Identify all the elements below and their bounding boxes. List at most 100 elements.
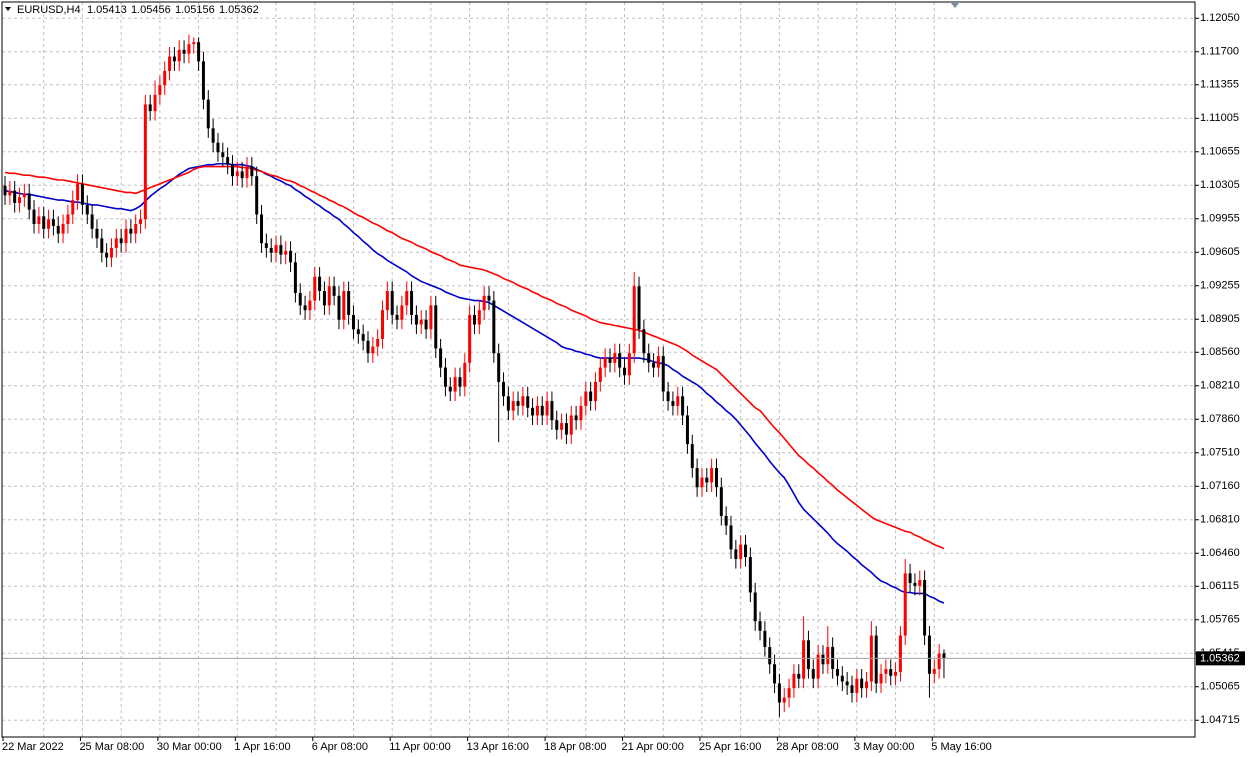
candle-body bbox=[51, 219, 55, 226]
candle-body bbox=[724, 515, 728, 526]
y-tick-label: 1.09605 bbox=[1200, 246, 1240, 258]
x-tick-label: 1 Apr 16:00 bbox=[234, 741, 290, 753]
candle-body bbox=[593, 381, 597, 402]
candle-body bbox=[540, 405, 544, 416]
candle-body bbox=[714, 468, 718, 488]
y-tick-label: 1.09255 bbox=[1200, 280, 1240, 292]
candle-body bbox=[695, 468, 699, 488]
candle-body bbox=[850, 685, 854, 693]
candle-body bbox=[845, 681, 849, 686]
candle-body bbox=[211, 128, 215, 143]
candle-body bbox=[734, 549, 738, 559]
candle-body bbox=[448, 386, 452, 392]
candle-body bbox=[390, 291, 394, 315]
y-tick-label: 1.10305 bbox=[1200, 179, 1240, 191]
candle-body bbox=[400, 305, 404, 320]
candle-body bbox=[8, 190, 12, 196]
y-tick-label: 1.06810 bbox=[1200, 514, 1240, 526]
candle-body bbox=[526, 396, 530, 408]
chart-title: EURUSD,H4 bbox=[17, 4, 81, 16]
candle-body bbox=[521, 396, 525, 406]
candle-body bbox=[840, 675, 844, 682]
candle-body bbox=[109, 247, 113, 258]
candle-body bbox=[681, 396, 685, 416]
candle-body bbox=[105, 252, 109, 258]
x-tick-label: 3 May 00:00 bbox=[854, 741, 915, 753]
candle-body bbox=[289, 250, 293, 263]
candle-body bbox=[623, 367, 627, 376]
candle-body bbox=[13, 190, 17, 203]
y-tick-label: 1.04715 bbox=[1200, 714, 1240, 726]
candle-body bbox=[550, 401, 554, 421]
candle-body bbox=[918, 580, 922, 586]
y-tick-label: 1.09955 bbox=[1200, 213, 1240, 225]
candle-body bbox=[80, 183, 84, 205]
candle-body bbox=[22, 193, 26, 198]
y-tick-label: 1.11700 bbox=[1200, 46, 1239, 58]
candle-body bbox=[472, 314, 476, 325]
candle-body bbox=[637, 286, 641, 330]
close-value: 1.05362 bbox=[219, 4, 259, 16]
candle-body bbox=[414, 314, 418, 325]
candle-body bbox=[361, 334, 365, 341]
candle-body bbox=[913, 582, 917, 586]
moving-average-line bbox=[4, 165, 945, 550]
candle-body bbox=[269, 247, 273, 253]
candle-body bbox=[603, 358, 607, 368]
axes: 1.12050 1.11700 1.11355 1.11005 1.10655 1.103… bbox=[2, 12, 1245, 753]
y-tick-label: 1.11355 bbox=[1200, 79, 1239, 91]
candle-body bbox=[429, 305, 433, 330]
candle-body bbox=[903, 573, 907, 636]
candle-body bbox=[618, 353, 622, 368]
candle-body bbox=[942, 653, 946, 659]
candle-body bbox=[511, 401, 515, 411]
candle-body bbox=[865, 681, 869, 689]
candle-body bbox=[574, 415, 578, 421]
candle-body bbox=[71, 200, 75, 215]
candle-body bbox=[351, 314, 355, 330]
candle-body bbox=[197, 42, 201, 62]
candle-body bbox=[332, 286, 336, 296]
candle-body bbox=[419, 319, 423, 325]
candle-body bbox=[318, 276, 322, 292]
candle-body bbox=[293, 262, 297, 293]
candle-body bbox=[260, 214, 264, 244]
candle-body bbox=[148, 104, 152, 112]
candle-body bbox=[894, 671, 898, 676]
candle-body bbox=[85, 204, 89, 215]
candle-body bbox=[158, 85, 162, 95]
candle-body bbox=[18, 197, 22, 203]
low-value: 1.05156 bbox=[175, 4, 215, 16]
candle-body bbox=[569, 415, 573, 435]
candle-body bbox=[642, 329, 646, 354]
y-tick-label: 1.06460 bbox=[1200, 547, 1240, 559]
grid bbox=[2, 2, 1195, 737]
x-tick-label: 25 Mar 08:00 bbox=[79, 741, 144, 753]
moving-average-line bbox=[4, 162, 945, 604]
candle-body bbox=[371, 346, 375, 354]
y-tick-label: 1.07510 bbox=[1200, 447, 1240, 459]
candle-body bbox=[376, 338, 380, 347]
candle-body bbox=[42, 216, 46, 229]
x-tick-label: 6 Apr 08:00 bbox=[312, 741, 368, 753]
x-tick-label: 21 Apr 00:00 bbox=[622, 741, 684, 753]
candle-body bbox=[879, 673, 883, 684]
candle-body bbox=[884, 669, 888, 674]
y-tick-label: 1.07860 bbox=[1200, 413, 1240, 425]
y-tick-label: 1.07160 bbox=[1200, 480, 1240, 492]
candle-body bbox=[632, 286, 636, 354]
candle-body bbox=[434, 305, 438, 349]
candle-body bbox=[153, 94, 157, 112]
candle-body bbox=[56, 225, 60, 234]
candle-body bbox=[777, 683, 781, 703]
candle-body bbox=[758, 621, 762, 631]
candle-body bbox=[613, 353, 617, 363]
candle-body bbox=[47, 219, 51, 229]
candle-body bbox=[748, 557, 752, 593]
candle-body bbox=[482, 295, 486, 311]
candle-body bbox=[216, 142, 220, 153]
x-tick-label: 28 Apr 08:00 bbox=[776, 741, 838, 753]
candle-body bbox=[579, 405, 583, 421]
candle-body bbox=[719, 487, 723, 516]
candle-body bbox=[129, 228, 133, 234]
